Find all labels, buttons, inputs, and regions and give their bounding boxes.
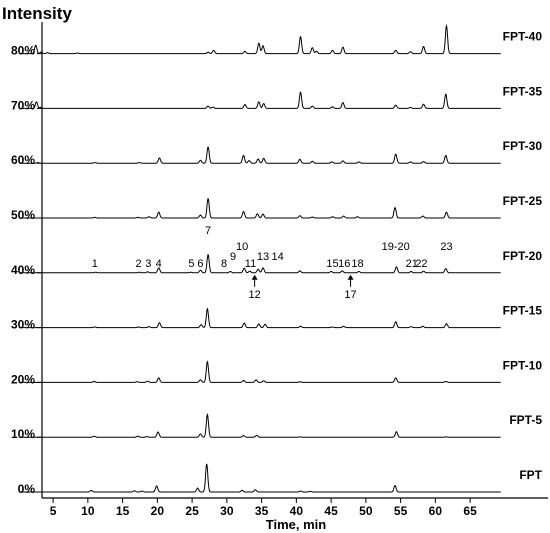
- peak-label: 8: [221, 258, 227, 270]
- peak-arrow-head: [347, 274, 354, 280]
- peak-label: 9: [230, 251, 236, 263]
- x-tick-label: 60: [429, 504, 443, 518]
- peak-label: 2: [136, 258, 142, 270]
- x-tick-label: 20: [151, 504, 165, 518]
- peak-label: 7: [205, 225, 211, 237]
- y-tick-label: 50%: [11, 208, 35, 222]
- y-ticks: 0% 10% 20% 30% 40% 50% 60% 70% 80%: [11, 44, 42, 496]
- peak-label: 3: [145, 258, 151, 270]
- series-label: FPT-20: [503, 249, 543, 263]
- peak-label: 10: [236, 241, 248, 253]
- peak-label: 6: [197, 258, 203, 270]
- series-label: FPT-25: [503, 194, 543, 208]
- peak-label: 11: [245, 258, 256, 270]
- peak-label: 19-20: [382, 241, 410, 253]
- trace-fpt-35: [19, 91, 501, 109]
- x-tick-label: 50: [359, 504, 373, 518]
- x-tick-label: 55: [394, 504, 408, 518]
- x-tick-label: 35: [255, 504, 269, 518]
- peak-label: 1: [92, 258, 98, 270]
- series-label: FPT-40: [503, 30, 543, 44]
- peak-label: 15: [326, 258, 338, 270]
- trace-fpt-5: [19, 413, 501, 438]
- x-tick-label: 30: [220, 504, 234, 518]
- series-label: FPT-35: [503, 84, 543, 98]
- trace-fpt-25: [19, 198, 501, 219]
- peak-label: 13: [257, 251, 269, 263]
- trace-fpt: [19, 463, 501, 493]
- y-tick-label: 60%: [11, 153, 35, 167]
- y-axis-corner-label: Intensity: [2, 4, 72, 23]
- series-label: FPT-15: [503, 304, 543, 318]
- y-tick-label: 0%: [18, 482, 36, 496]
- trace-fpt-20: [19, 254, 501, 274]
- x-ticks: 5 10 15 20 25 30 35 40 45 50 55 60 65: [50, 498, 477, 518]
- peak-label: 14: [271, 251, 283, 263]
- y-tick-label: 10%: [11, 427, 35, 441]
- x-tick-label: 45: [324, 504, 338, 518]
- x-tick-label: 25: [185, 504, 199, 518]
- peak-label: 17: [344, 289, 356, 301]
- peak-label: 23: [440, 241, 452, 253]
- trace-fpt-30: [19, 146, 501, 164]
- peak-label: 16: [338, 258, 350, 270]
- x-tick-label: 15: [116, 504, 130, 518]
- x-tick-label: 65: [463, 504, 477, 518]
- y-tick-label: 80%: [11, 44, 35, 58]
- y-tick-label: 70%: [11, 98, 35, 112]
- y-tick-label: 30%: [11, 318, 35, 332]
- trace-fpt-15: [19, 307, 501, 329]
- peak-label: 5: [188, 258, 194, 270]
- series-label: FPT-5: [509, 413, 542, 427]
- peak-label: 22: [415, 258, 427, 270]
- peak-arrow-head: [251, 274, 258, 280]
- trace-fpt-10: [19, 360, 501, 383]
- peak-label: 4: [156, 258, 162, 270]
- series-label: FPT: [519, 468, 542, 482]
- y-tick-label: 40%: [11, 263, 35, 277]
- trace-fpt-40: [19, 24, 501, 55]
- y-tick-label: 20%: [11, 372, 35, 386]
- peak-label: 12: [249, 289, 261, 301]
- peak-label: 21: [406, 258, 418, 270]
- peak-label: 18: [351, 258, 363, 270]
- series-label: FPT-30: [503, 139, 543, 153]
- series-label: FPT-10: [503, 358, 543, 372]
- series-traces: FPT FPT-5 FPT-10 FPT-15 FPT-20 FPT-25 FPT-30 FP…: [19, 24, 543, 493]
- x-tick-label: 40: [290, 504, 304, 518]
- x-tick-label: 10: [81, 504, 95, 518]
- x-tick-label: 5: [50, 504, 57, 518]
- x-axis-label: Time, min: [266, 517, 327, 532]
